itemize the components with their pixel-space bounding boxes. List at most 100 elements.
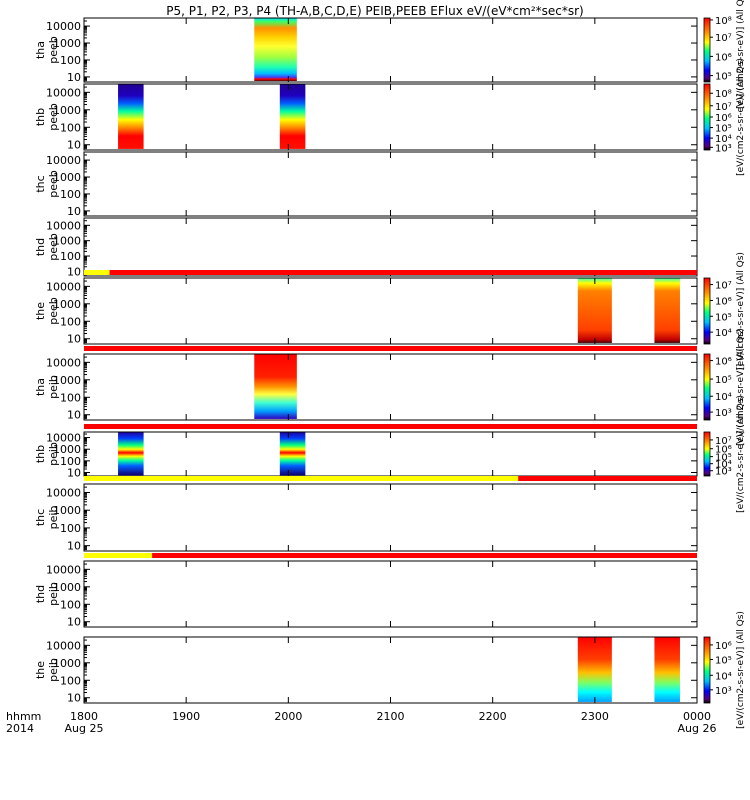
panel-label: thc peeb xyxy=(34,170,60,198)
panel-frame xyxy=(83,431,698,477)
panel-label: thc peib xyxy=(34,506,60,530)
mode-bar-segment xyxy=(84,270,110,275)
colorbar-unit-text: [eV/(cm2-s-sr-eV)] (All Qs) xyxy=(736,611,746,729)
colorbar-tick-label: 10⁵ xyxy=(715,655,732,666)
y-tick-label: 100 xyxy=(60,54,81,67)
y-tick-label: 10 xyxy=(67,616,81,629)
panel-thc-peib: 10 100 1000 10000 thc peib xyxy=(34,476,698,553)
spectrogram-block xyxy=(577,637,612,702)
probe-label: thc xyxy=(34,509,47,526)
x-axis-label-year: 2014 xyxy=(6,722,34,735)
colorbar-tick-label: 10⁷ xyxy=(715,102,732,113)
colorbar-tick-label: 10⁶ xyxy=(715,641,732,652)
colorbar-tick-label: 10⁷ xyxy=(715,436,732,447)
panel-label: tha peeb xyxy=(34,36,60,64)
product-label: peeb xyxy=(47,297,60,325)
colorbar-unit-label: [eV/(cm2-s-sr-eV)] (All Qs) xyxy=(736,0,746,109)
chart-title: P5, P1, P2, P3, P4 (TH-A,B,C,D,E) PEIB,P… xyxy=(166,4,583,18)
y-tick-label: 100 xyxy=(60,250,81,263)
y-tick-label: 10 xyxy=(67,333,81,346)
colorbar-tick-label: 10³ xyxy=(715,143,732,154)
probe-label: thb xyxy=(34,108,47,126)
y-tick-label: 100 xyxy=(60,391,81,404)
y-tick-label: 10000 xyxy=(46,154,81,167)
probe-label: thb xyxy=(34,445,47,463)
probe-label: thd xyxy=(34,585,47,603)
panel-frame xyxy=(83,83,698,151)
y-tick-label: 10 xyxy=(67,466,81,479)
colorbar-tick-label: 10⁷ xyxy=(715,33,732,44)
y-tick-label: 10000 xyxy=(46,280,81,293)
mode-bar-segment xyxy=(84,476,519,481)
panel-frame xyxy=(83,217,698,277)
y-tick-label: 10 xyxy=(67,139,81,152)
y-tick-label: 1000 xyxy=(53,581,81,594)
panel-frame xyxy=(83,151,698,217)
mode-bar-segment xyxy=(518,476,697,481)
colorbar xyxy=(703,17,711,83)
colorbar-tick-label: 10⁷ xyxy=(715,281,732,292)
spectrogram-block xyxy=(577,278,612,343)
x-tick-label: 2200 xyxy=(479,710,507,723)
product-label: peib xyxy=(47,506,60,530)
x-axis: 1800 1900 2000 2100 2200 2300 0000 Aug 25 Aug 26… xyxy=(6,710,716,735)
x-tick-label: 1800 xyxy=(70,710,98,723)
panel-thd-peib: 10 100 1000 10000 thd peib xyxy=(34,553,698,629)
colorbar-unit-text: [eV/(cm2-s-sr-eV)] (All Qs) xyxy=(736,328,746,446)
y-tick-label: 10 xyxy=(67,409,81,422)
y-tick-label: 1000 xyxy=(53,298,81,311)
y-tick-label: 1000 xyxy=(53,657,81,670)
spectrogram-block xyxy=(279,84,306,149)
panel-frame xyxy=(83,560,698,628)
panel-frame xyxy=(83,483,698,552)
colorbar-tick-label: 10⁵ xyxy=(715,124,732,135)
colorbar-tick-label: 10⁶ xyxy=(715,113,732,124)
y-tick-label: 1000 xyxy=(53,504,81,517)
panel-label: thd peib xyxy=(34,582,60,606)
y-tick-label: 100 xyxy=(60,121,81,134)
colorbar-tick-label: 10⁴ xyxy=(715,134,732,145)
colorbar xyxy=(703,636,711,704)
y-tick-label: 1000 xyxy=(53,37,81,50)
colorbar-tick-label: 10⁸ xyxy=(715,16,732,27)
product-label: peib xyxy=(47,442,60,466)
y-tick-label: 1000 xyxy=(53,443,81,456)
colorbar-unit-label: [eV/(cm2-s-sr-eV)] (All Qs) xyxy=(736,252,746,370)
colorbar-tick-label: 10⁴ xyxy=(715,328,732,339)
spectrogram-block xyxy=(279,432,306,476)
y-tick-label: 100 xyxy=(60,315,81,328)
product-label: peib xyxy=(47,658,60,682)
colorbar-tick-label: 10⁶ xyxy=(715,296,732,307)
panel-the-peib: 10 100 1000 10000 the peib 10³ 10⁴ 10⁵ 10⁶ [eV/(cm… xyxy=(34,611,746,729)
spectrogram-block xyxy=(118,432,144,476)
y-tick-label: 1000 xyxy=(53,235,81,248)
y-tick-label: 100 xyxy=(60,522,81,535)
colorbar-unit-text: [eV/(cm2-s-sr-eV)] (All Qs) xyxy=(736,0,746,109)
x-date-label: Aug 25 xyxy=(65,722,104,735)
x-tick-label: 2000 xyxy=(274,710,302,723)
spectrogram-block xyxy=(654,637,680,702)
y-tick-label: 1000 xyxy=(53,374,81,387)
colorbar-tick-label: 10³ xyxy=(715,467,732,478)
spectrogram-block xyxy=(254,354,297,419)
probe-label: the xyxy=(34,302,47,320)
product-label: peeb xyxy=(47,170,60,198)
colorbar-unit-label: [eV/(cm2-s-sr-eV)] (All Qs) xyxy=(736,328,746,446)
colorbar-tick-label: 10³ xyxy=(715,408,732,419)
panel-frame xyxy=(83,17,698,83)
colorbar-tick-label: 10⁴ xyxy=(715,460,732,471)
panel-label: the peeb xyxy=(34,297,60,325)
y-tick-label: 100 xyxy=(60,188,81,201)
colorbar-unit-label: [eV/(cm2-s-sr-eV)] (All Qs) xyxy=(736,395,746,513)
x-tick-label: 2100 xyxy=(377,710,405,723)
colorbar-tick-label: 10⁶ xyxy=(715,357,732,368)
product-label: peib xyxy=(47,375,60,399)
panel-label: the peib xyxy=(34,658,60,682)
y-tick-label: 10 xyxy=(67,692,81,705)
colorbar xyxy=(703,277,711,345)
probe-label: the xyxy=(34,661,47,679)
